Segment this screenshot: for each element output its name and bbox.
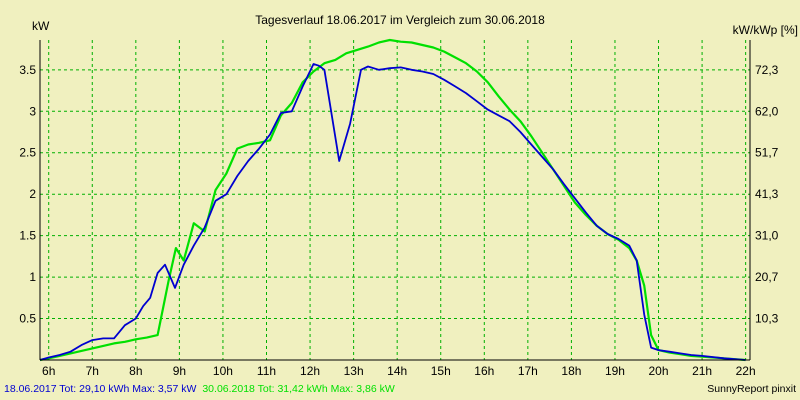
x-tick-label: 19h xyxy=(605,364,625,378)
brand-label: SunnyReport pinxit xyxy=(707,383,796,395)
x-tick-label: 21h xyxy=(692,364,712,378)
x-tick-label: 22h xyxy=(736,364,756,378)
footer-legend: 18.06.2017 Tot: 29,10 kWh Max: 3,57 kW 3… xyxy=(4,383,395,395)
y-tick-label-right: 51,7 xyxy=(755,146,779,160)
x-tick-label: 15h xyxy=(431,364,451,378)
y-tick-label-right: 72,3 xyxy=(755,63,779,77)
y-tick-label-left: 3 xyxy=(29,104,36,118)
y-tick-label-left: 2.5 xyxy=(19,146,36,160)
y-axis-label-left: kW xyxy=(32,19,50,33)
chart-title: Tagesverlauf 18.06.2017 im Vergleich zum… xyxy=(255,13,545,27)
y-tick-label-left: 0.5 xyxy=(19,312,36,326)
series-group xyxy=(39,38,746,362)
y-tick-label-left: 3.5 xyxy=(19,63,36,77)
y-tick-label-right: 41,3 xyxy=(755,187,779,201)
x-tick-label: 18h xyxy=(561,364,581,378)
x-tick-label: 16h xyxy=(474,364,494,378)
series-line-2017 xyxy=(39,63,746,361)
y-tick-label-left: 1 xyxy=(29,270,36,284)
y-tick-label-right: 10,3 xyxy=(755,312,779,326)
x-tick-label: 20h xyxy=(649,364,669,378)
x-tick-label: 17h xyxy=(518,364,538,378)
x-tick-label: 6h xyxy=(42,364,55,378)
x-tick-label: 10h xyxy=(213,364,233,378)
x-tick-label: 8h xyxy=(129,364,142,378)
y-tick-label-right: 20,7 xyxy=(755,270,779,284)
grid xyxy=(40,40,750,360)
y-tick-label-left: 1.5 xyxy=(19,229,36,243)
plot-area xyxy=(40,40,750,360)
legend-entry-2018: 30.06.2018 Tot: 31,42 kWh Max: 3,86 kW xyxy=(202,383,395,395)
y-axis-label-right: kW/kWp [%] xyxy=(733,23,798,37)
tick-labels: 6h 7h 8h 9h 10h 11h 12h 13h 14h 15h 16h 17h 18h 19h 20… xyxy=(19,63,778,378)
y-tick-label-right: 62,0 xyxy=(755,104,779,118)
x-tick-label: 14h xyxy=(387,364,407,378)
x-tick-label: 13h xyxy=(344,364,364,378)
x-tick-label: 7h xyxy=(86,364,99,378)
x-tick-label: 11h xyxy=(257,364,276,378)
y-tick-label-left: 2 xyxy=(29,187,36,201)
x-tick-label: 12h xyxy=(300,364,320,378)
x-tick-label: 9h xyxy=(173,364,186,378)
legend-entry-2017: 18.06.2017 Tot: 29,10 kWh Max: 3,57 kW xyxy=(4,383,197,395)
series-line-2018 xyxy=(39,38,746,362)
y-tick-label-right: 31,0 xyxy=(755,229,779,243)
